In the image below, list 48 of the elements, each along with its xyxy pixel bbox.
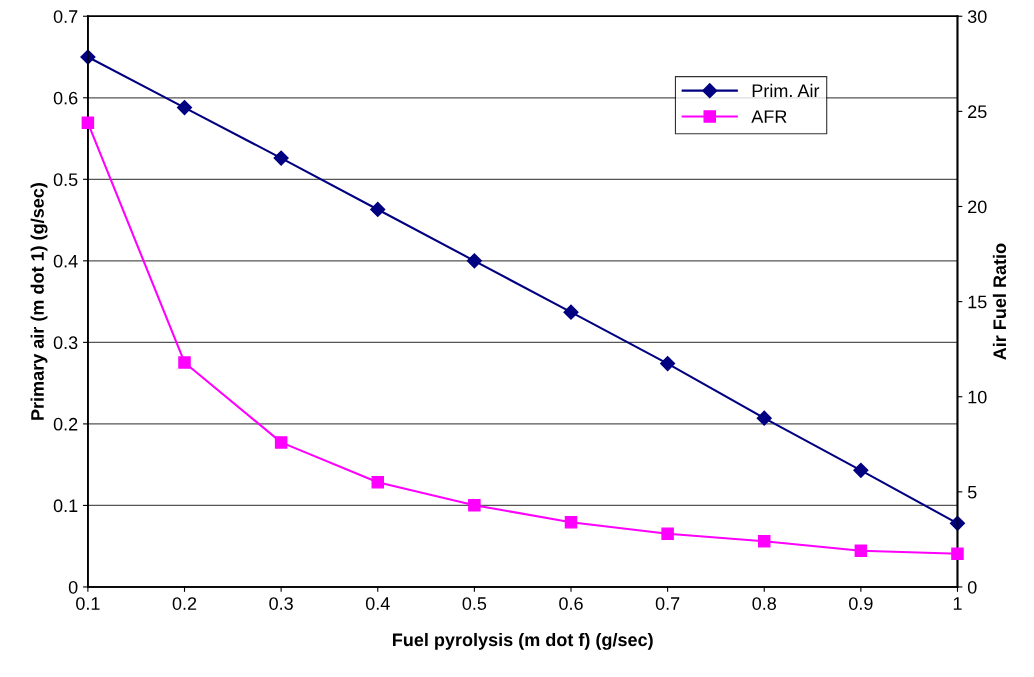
point <box>176 99 193 116</box>
y2-axis-title: Air Fuel Ratio <box>992 243 1007 360</box>
x-tick-label: 0.8 <box>752 597 777 610</box>
y2-tick-label: 25 <box>968 105 987 119</box>
x-axis-title: Fuel pyrolysis (m dot f) (g/sec) <box>392 632 653 650</box>
y2-tick-label: 15 <box>968 295 987 309</box>
y-tick-label: 0.4 <box>53 254 78 268</box>
x-tick-label: 0.3 <box>269 597 293 610</box>
y-tick-label: 0.1 <box>53 499 78 513</box>
legend-label: Prim. Air <box>752 83 820 97</box>
point <box>854 544 868 558</box>
x-tick-label: 0.9 <box>849 597 873 610</box>
point <box>466 253 482 269</box>
x-tick-label: 0.7 <box>655 597 680 610</box>
x-tick-label: 0.2 <box>172 597 197 610</box>
y2-tick-label: 30 <box>967 10 987 23</box>
point <box>178 356 191 369</box>
point <box>951 547 964 560</box>
y2-tick-label: 5 <box>967 485 977 499</box>
point <box>756 410 772 426</box>
y2-tick-label: 10 <box>968 390 987 404</box>
y-axis-title: Primary air (m dot 1) (g/sec) <box>30 183 48 420</box>
y-tick-label: 0.2 <box>53 417 78 431</box>
y-tick-label: 0.6 <box>53 91 78 105</box>
x-tick-label: 0.6 <box>559 597 583 610</box>
y-tick-label: 0.7 <box>53 10 78 23</box>
y-tick-label: 0 <box>68 580 78 594</box>
point <box>371 476 385 489</box>
point <box>274 436 288 449</box>
x-tick-label: 0.5 <box>462 597 487 610</box>
point <box>370 201 386 218</box>
legend-label: AFR <box>751 110 787 123</box>
x-tick-label: 0.4 <box>365 597 390 610</box>
y2-tick-label: 20 <box>968 200 987 214</box>
y-tick-label: 0.3 <box>53 336 78 350</box>
point <box>564 516 578 529</box>
x-tick-label: 1 <box>953 597 962 610</box>
point <box>757 535 771 548</box>
x-tick-label: 0.1 <box>76 597 100 610</box>
point <box>468 498 481 512</box>
point <box>853 462 869 478</box>
point <box>563 304 579 320</box>
y2-tick-label: 0 <box>967 580 977 594</box>
y-tick-label: 0.5 <box>53 173 78 187</box>
point <box>660 355 676 372</box>
point <box>81 116 95 130</box>
point <box>273 150 289 166</box>
point <box>661 527 674 540</box>
